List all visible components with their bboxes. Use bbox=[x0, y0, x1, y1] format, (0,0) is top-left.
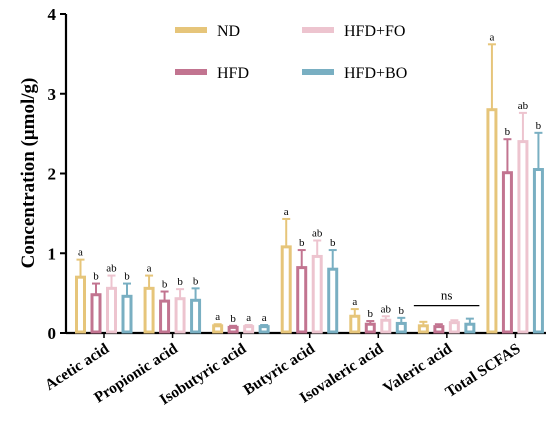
legend: ND HFD+FO HFD HFD+BO bbox=[175, 23, 407, 82]
bar bbox=[212, 324, 224, 334]
significance-label: a bbox=[352, 296, 357, 308]
legend-label: HFD bbox=[217, 65, 249, 82]
legend-label: HFD+BO bbox=[344, 65, 407, 82]
significance-label: ab bbox=[106, 263, 117, 275]
significance-label: a bbox=[262, 312, 267, 324]
significance-label: a bbox=[215, 311, 220, 323]
bar bbox=[417, 324, 429, 334]
significance-label: b bbox=[299, 237, 305, 249]
y-axis-label: Concentration (μmol/g) bbox=[18, 78, 39, 269]
bar bbox=[75, 275, 86, 334]
significance-label: a bbox=[246, 312, 251, 324]
bar bbox=[532, 168, 544, 334]
significance-label: b bbox=[505, 126, 511, 138]
bar bbox=[143, 286, 155, 334]
significance-label: b bbox=[368, 308, 374, 320]
bar bbox=[90, 293, 102, 334]
bar bbox=[227, 325, 239, 334]
legend-label: ND bbox=[217, 23, 240, 40]
x-tick-label: Total SCFAS bbox=[442, 340, 523, 401]
significance-label: b bbox=[124, 271, 130, 283]
significance-label: b bbox=[193, 275, 199, 287]
bar bbox=[296, 266, 308, 334]
bar bbox=[364, 322, 376, 334]
bar bbox=[464, 322, 476, 334]
bar bbox=[433, 325, 445, 334]
bar bbox=[159, 299, 171, 334]
significance-label: b bbox=[162, 279, 168, 291]
significance-label: a bbox=[78, 247, 83, 259]
significance-label: b bbox=[399, 305, 405, 317]
significance-label: ab bbox=[312, 227, 323, 239]
y-axis: 0 1 2 3 4 bbox=[48, 5, 68, 343]
bar bbox=[501, 171, 513, 334]
bar bbox=[280, 245, 292, 334]
bar bbox=[349, 314, 361, 334]
legend-label: HFD+FO bbox=[344, 23, 405, 40]
significance-label: b bbox=[230, 313, 236, 325]
bar bbox=[486, 108, 498, 334]
significance-label: ab bbox=[381, 303, 392, 315]
significance-label: ab bbox=[518, 100, 529, 112]
bar bbox=[448, 321, 460, 334]
significance-label: b bbox=[93, 271, 99, 283]
y-tick-label: 0 bbox=[48, 324, 57, 343]
bar bbox=[190, 298, 202, 334]
bar bbox=[395, 321, 407, 334]
bar bbox=[311, 254, 323, 334]
y-tick-label: 2 bbox=[48, 165, 57, 184]
bar bbox=[174, 297, 186, 334]
bar bbox=[517, 140, 529, 334]
bar bbox=[380, 318, 392, 334]
y-tick-label: 3 bbox=[48, 85, 57, 104]
significance-label: b bbox=[177, 276, 183, 288]
y-tick-label: 1 bbox=[48, 244, 57, 263]
bar bbox=[258, 325, 270, 334]
significance-label: a bbox=[489, 31, 494, 43]
ns-label: ns bbox=[441, 288, 453, 303]
significance-label: a bbox=[284, 206, 289, 218]
significance-label: b bbox=[330, 237, 336, 249]
bars bbox=[75, 43, 544, 334]
bar bbox=[327, 267, 339, 334]
y-tick-label: 4 bbox=[48, 5, 57, 24]
bar bbox=[121, 294, 133, 334]
significance-label: a bbox=[147, 263, 152, 275]
bar bbox=[106, 286, 117, 334]
significance-label: b bbox=[536, 120, 542, 132]
bar bbox=[243, 325, 255, 334]
